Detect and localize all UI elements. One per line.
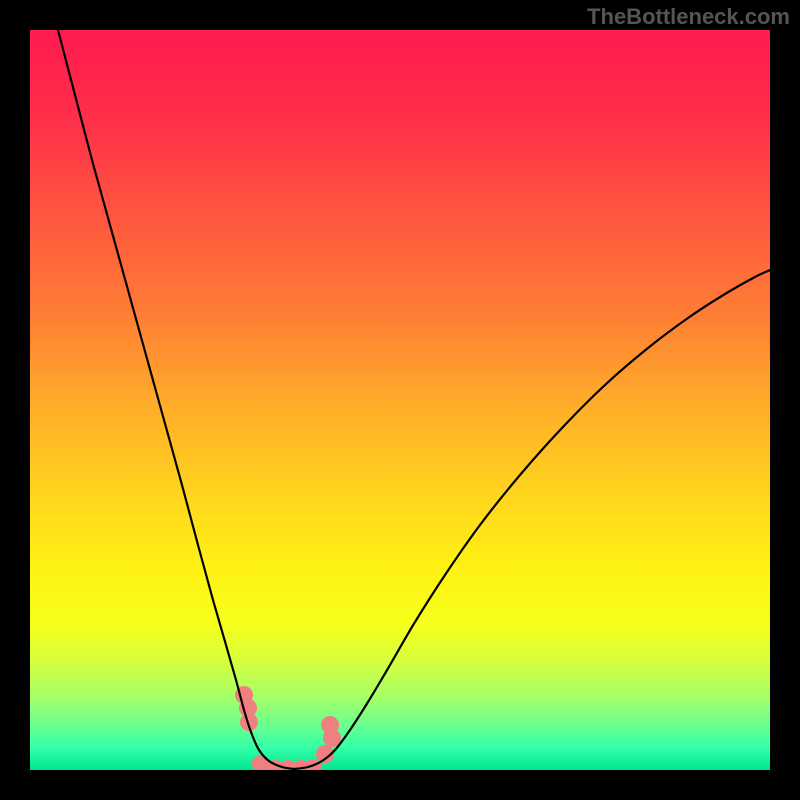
right-ascending-curve xyxy=(294,270,770,769)
plot-area xyxy=(30,30,770,770)
watermark-text: TheBottleneck.com xyxy=(587,4,790,30)
curves-layer xyxy=(30,30,770,770)
data-mark xyxy=(321,716,339,734)
chart-frame: TheBottleneck.com xyxy=(0,0,800,800)
left-descending-curve xyxy=(58,30,294,769)
bottom-data-marks xyxy=(235,686,341,770)
